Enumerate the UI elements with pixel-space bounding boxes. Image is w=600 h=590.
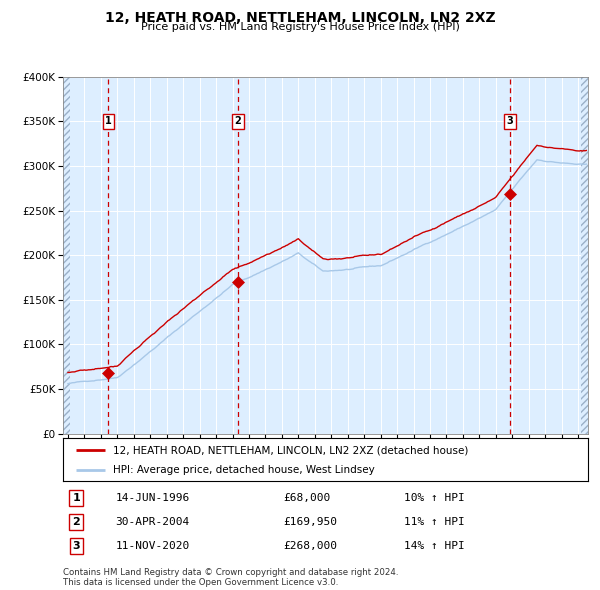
Text: 14% ↑ HPI: 14% ↑ HPI (404, 541, 465, 551)
Text: £169,950: £169,950 (284, 517, 337, 527)
Bar (63, 77, 70, 434)
Text: 1: 1 (72, 493, 80, 503)
Text: 3: 3 (73, 541, 80, 551)
Text: £268,000: £268,000 (284, 541, 337, 551)
Text: 12, HEATH ROAD, NETTLEHAM, LINCOLN, LN2 2XZ: 12, HEATH ROAD, NETTLEHAM, LINCOLN, LN2 … (104, 11, 496, 25)
Text: 11% ↑ HPI: 11% ↑ HPI (404, 517, 465, 527)
Text: 12, HEATH ROAD, NETTLEHAM, LINCOLN, LN2 2XZ (detached house): 12, HEATH ROAD, NETTLEHAM, LINCOLN, LN2 … (113, 445, 468, 455)
Text: 2: 2 (235, 116, 241, 126)
Text: 1: 1 (105, 116, 112, 126)
Text: 2: 2 (72, 517, 80, 527)
Text: £68,000: £68,000 (284, 493, 331, 503)
Text: Price paid vs. HM Land Registry's House Price Index (HPI): Price paid vs. HM Land Registry's House … (140, 22, 460, 32)
Text: 30-APR-2004: 30-APR-2004 (115, 517, 190, 527)
Text: 10% ↑ HPI: 10% ↑ HPI (404, 493, 465, 503)
Text: Contains HM Land Registry data © Crown copyright and database right 2024.
This d: Contains HM Land Registry data © Crown c… (63, 568, 398, 587)
Bar (581, 77, 590, 434)
Text: 14-JUN-1996: 14-JUN-1996 (115, 493, 190, 503)
Text: 11-NOV-2020: 11-NOV-2020 (115, 541, 190, 551)
Text: HPI: Average price, detached house, West Lindsey: HPI: Average price, detached house, West… (113, 466, 374, 475)
Text: 3: 3 (506, 116, 514, 126)
